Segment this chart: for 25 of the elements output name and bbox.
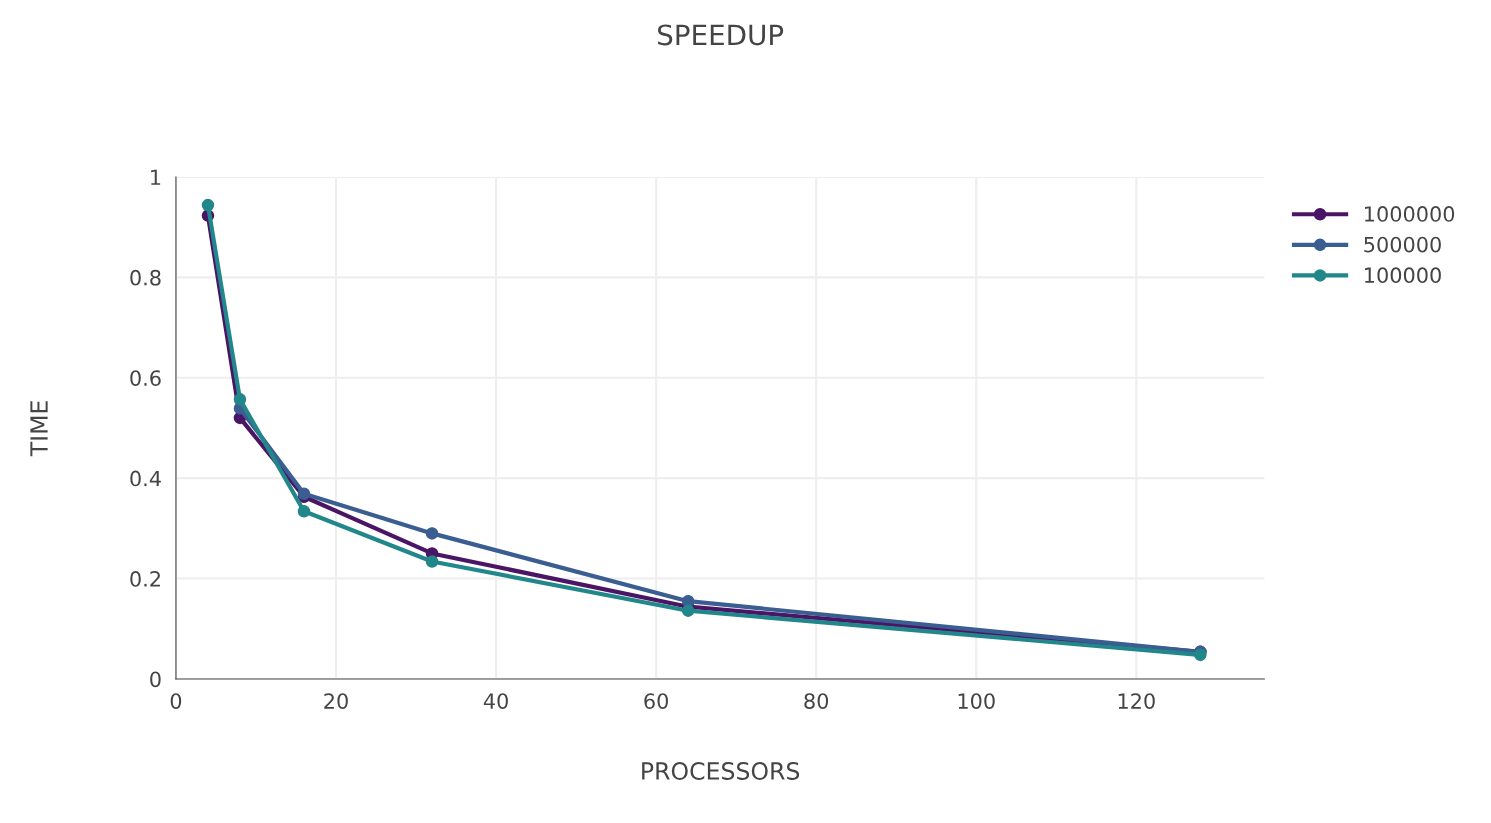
x-tick-label: 20: [324, 693, 348, 709]
legend-label: 1000000: [1365, 206, 1455, 222]
point: [425, 555, 439, 568]
x-tick-label: 80: [804, 693, 829, 709]
y-tick-label: 1: [151, 169, 161, 185]
chart-title: SPEEDUP: [658, 24, 784, 46]
point: [201, 198, 215, 212]
y-tick-label: 0.6: [130, 370, 161, 386]
y-tick-label: 0.4: [130, 470, 161, 487]
point: [297, 505, 311, 518]
y-tick-label: 0.2: [130, 571, 160, 587]
x-tick-label: 60: [644, 693, 668, 709]
point: [233, 393, 247, 406]
x-axis-title: PROCESSORS: [642, 762, 800, 780]
x-tick-label: 120: [1118, 693, 1155, 709]
x-tick-label: 0: [170, 693, 182, 709]
y-tick-label: 0: [150, 671, 161, 688]
legend-label: 500000: [1364, 236, 1441, 253]
point: [425, 527, 439, 540]
y-axis-title: TIME: [30, 401, 48, 457]
point: [681, 604, 695, 617]
x-tick-label: 100: [958, 693, 995, 709]
y-tick-label: 0.8: [130, 269, 161, 286]
legend-label: 100000: [1365, 267, 1441, 284]
x-tick-label: 40: [483, 693, 508, 709]
